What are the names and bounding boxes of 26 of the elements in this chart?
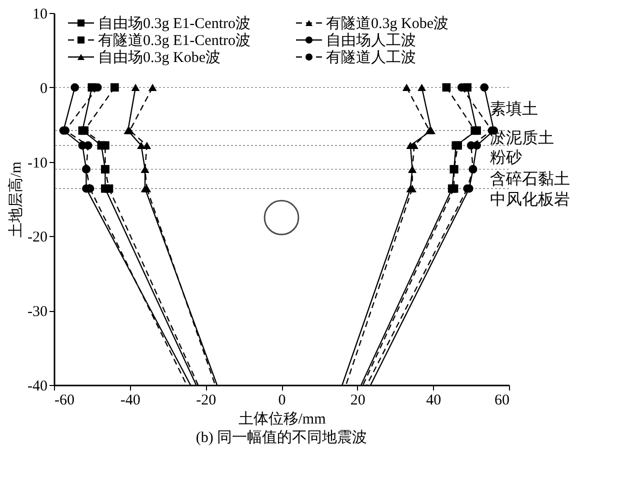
y-tick-label: -20 [28, 230, 48, 246]
annotation: 素填土 [490, 100, 538, 118]
legend-label: 自由场0.3g E1-Centro波 [98, 15, 250, 32]
y-axis-title: 土地层高/m [8, 161, 25, 238]
y-tick-label: -30 [28, 304, 48, 320]
x-tick-label: 40 [426, 392, 442, 408]
x-tick-label: 0 [278, 392, 286, 408]
legend-label: 自由场人工波 [326, 32, 416, 49]
x-tick-label: 20 [350, 392, 366, 408]
x-tick-label: -40 [120, 392, 140, 408]
legend-label: 有隧道0.3g Kobe波 [326, 15, 448, 32]
x-axis-title: 土体位移/mm [238, 410, 326, 428]
x-tick-label: 60 [494, 392, 510, 408]
y-tick-label: -10 [28, 155, 48, 172]
y-tick-label: 0 [40, 80, 48, 97]
legend-label: 有隧道人工波 [326, 49, 416, 66]
annotation: 含碎石黏土 [490, 170, 570, 188]
y-tick-label: -40 [28, 378, 48, 394]
annotation: 粉砂 [490, 148, 522, 166]
annotation: 中风化板岩 [490, 190, 570, 209]
x-tick-label: -60 [54, 392, 74, 408]
x-tick-label: -20 [196, 392, 216, 408]
text: (b) 同一幅值的不同地震波 [196, 429, 368, 446]
legend-label: 自由场0.3g Kobe波 [98, 49, 220, 66]
legend-label: 有隧道0.3g E1-Centro波 [98, 32, 250, 49]
y-tick-label: 10 [32, 6, 48, 22]
